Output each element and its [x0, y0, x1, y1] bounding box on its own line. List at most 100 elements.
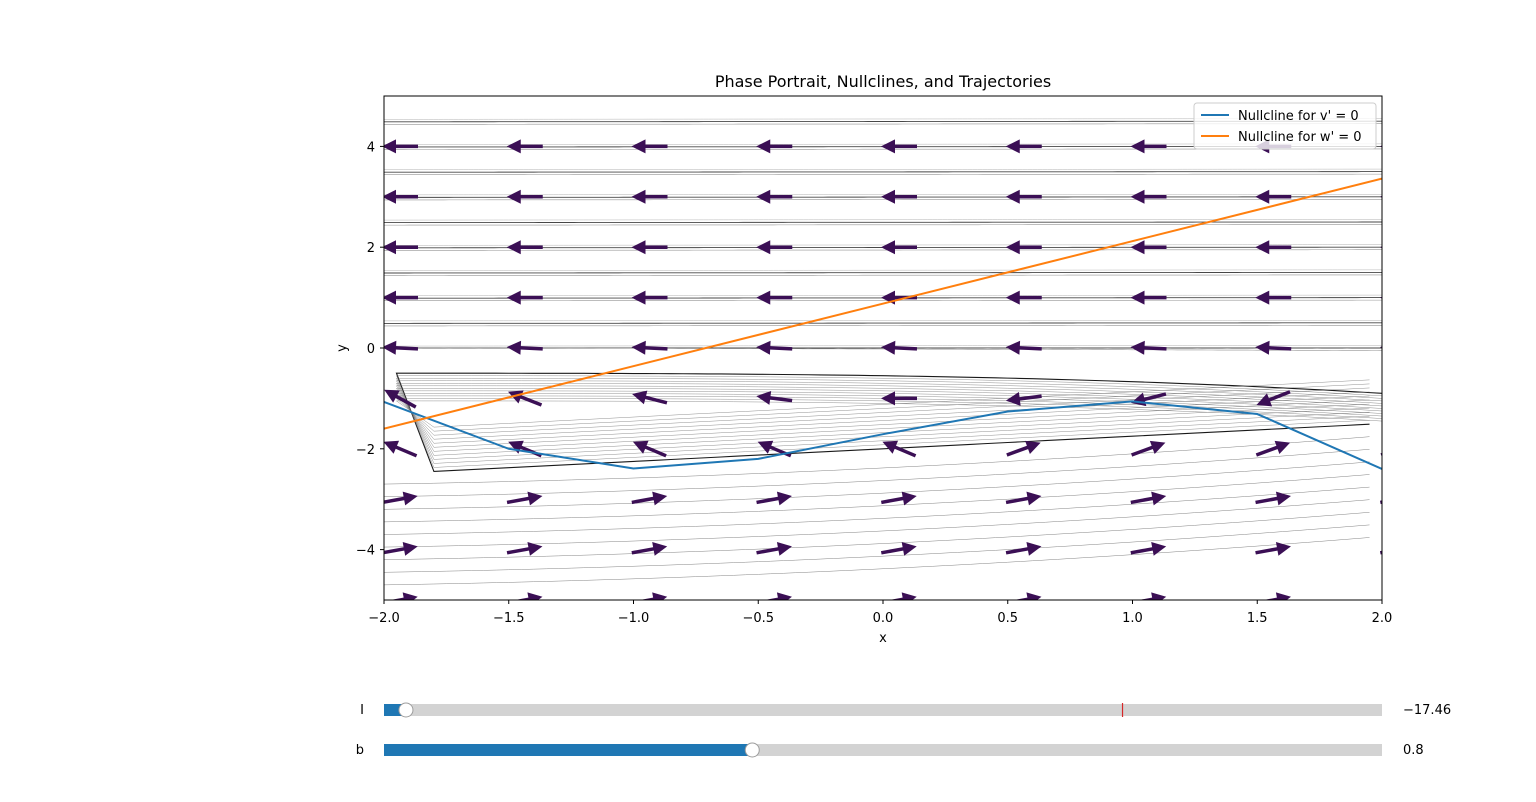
x-tick-label: 0.0 [873, 611, 894, 626]
quiver-arrow-shaft [391, 345, 419, 351]
quiver-arrow-shaft [1255, 546, 1282, 555]
quiver-arrow-shaft [766, 395, 793, 403]
quiver-arrow-head [776, 592, 792, 600]
quiver-arrow-head [1151, 592, 1167, 600]
legend: Nullcline for v' = 0 Nullcline for w' = … [1193, 102, 1377, 150]
quiver-arrow-head [384, 340, 397, 355]
streamline [384, 244, 1382, 246]
y-axis-label: y [335, 344, 350, 352]
quiver-arrow-head [1005, 391, 1021, 406]
slider-I[interactable]: I −17.46 [360, 702, 1451, 718]
quiver-arrow-head [1401, 492, 1416, 506]
quiver-arrow-head [881, 340, 896, 355]
streamline [384, 320, 1382, 322]
quiver-arrow-head [1256, 393, 1273, 407]
quiver-arrow-shaft [639, 596, 658, 600]
quiver-arrow-head [1149, 440, 1166, 455]
quiver-arrow-shaft [1013, 596, 1032, 600]
quiver-arrow-shaft [1005, 496, 1032, 505]
quiver-arrow-head [631, 290, 646, 305]
quiver-arrow-shaft [1391, 390, 1414, 402]
quiver-arrow-shaft [1263, 596, 1282, 600]
streamline [384, 299, 1382, 302]
quiver-arrow-shaft [1005, 546, 1032, 555]
streamline [384, 194, 1382, 196]
streamline [384, 345, 1382, 347]
slider-b[interactable]: b 0.8 [356, 742, 1424, 758]
quiver-arrow-head [527, 541, 543, 556]
streamline [396, 383, 1382, 456]
streamline [384, 199, 1382, 201]
streamline [396, 378, 1382, 464]
quiver-field [384, 139, 1416, 600]
quiver-arrow-shaft [890, 444, 917, 458]
chart-title: Phase Portrait, Nullclines, and Trajecto… [715, 72, 1051, 91]
quiver-arrow-shaft [1015, 394, 1042, 402]
slider-I-value: −17.46 [1403, 703, 1451, 718]
quiver-arrow-shaft [1006, 444, 1032, 457]
quiver-arrow-shaft [889, 596, 908, 600]
quiver-arrow-head [1274, 440, 1291, 455]
streamline [384, 486, 1370, 535]
quiver-arrow-head [631, 189, 646, 204]
quiver-arrow-head [1255, 240, 1270, 255]
quiver-arrow-shaft [756, 496, 783, 505]
streamline [396, 385, 1382, 452]
quiver-arrow-head [756, 290, 771, 305]
x-tick-label: −0.5 [742, 611, 774, 626]
quiver-arrow-shaft [1255, 444, 1282, 457]
quiver-arrow-head [1151, 491, 1167, 506]
quiver-arrow-shaft [764, 596, 783, 600]
quiver-arrow-head [881, 139, 895, 154]
quiver-arrow-head [1005, 290, 1020, 305]
quiver-arrow-shaft [1130, 444, 1157, 457]
quiver-arrow-head [402, 491, 418, 506]
legend-label-v-nullcline: Nullcline for v' = 0 [1238, 109, 1359, 124]
y-axis: −4 −2 0 2 4 [356, 140, 384, 559]
quiver-arrow-head [631, 340, 646, 355]
quiver-arrow-head [631, 139, 646, 154]
quiver-arrow-head [632, 390, 648, 405]
quiver-arrow-head [756, 390, 772, 405]
quiver-arrow-shaft [1130, 496, 1157, 505]
quiver-arrow-head [384, 139, 396, 154]
quiver-arrow-head [776, 491, 792, 506]
quiver-arrow-head [506, 340, 522, 355]
streamline [384, 168, 1382, 170]
slider-I-track[interactable] [384, 704, 1382, 716]
streamline [396, 390, 1382, 444]
streamline [384, 224, 1382, 226]
slider-b-label: b [356, 743, 364, 758]
slider-I-handle[interactable] [398, 702, 414, 718]
quiver-arrow-head [384, 240, 396, 255]
quiver-arrow-head [632, 440, 649, 454]
quiver-arrow-head [527, 592, 543, 600]
quiver-arrow-head [1005, 189, 1020, 204]
quiver-arrow-shaft [880, 496, 908, 505]
quiver-arrow-head [1401, 542, 1416, 556]
quiver-arrow-head [506, 189, 521, 204]
slider-b-handle[interactable] [744, 742, 760, 758]
quiver-arrow-shaft [641, 444, 667, 458]
quiver-arrow-head [652, 592, 668, 600]
quiver-arrow-head [881, 391, 895, 406]
quiver-arrow-head [527, 491, 543, 506]
quiver-arrow-shaft [384, 546, 409, 555]
x-tick-label: −2.0 [368, 611, 400, 626]
quiver-arrow-shaft [1380, 452, 1382, 457]
quiver-arrow-shaft [390, 596, 409, 600]
legend-box [1193, 102, 1377, 150]
y-tick-label: −2 [356, 443, 375, 458]
x-tick-label: −1.5 [493, 611, 525, 626]
quiver-arrow-head [882, 440, 899, 454]
quiver-arrow-head [1255, 340, 1270, 355]
quiver-arrow-head [1255, 189, 1270, 204]
quiver-arrow-shaft [392, 393, 417, 409]
quiver-arrow-shaft [516, 393, 543, 407]
streamline [384, 269, 1382, 271]
quiver-arrow-head [757, 440, 774, 454]
streamline [384, 537, 1370, 586]
x-tick-label: 1.0 [1122, 611, 1143, 626]
streamline [384, 294, 1382, 296]
